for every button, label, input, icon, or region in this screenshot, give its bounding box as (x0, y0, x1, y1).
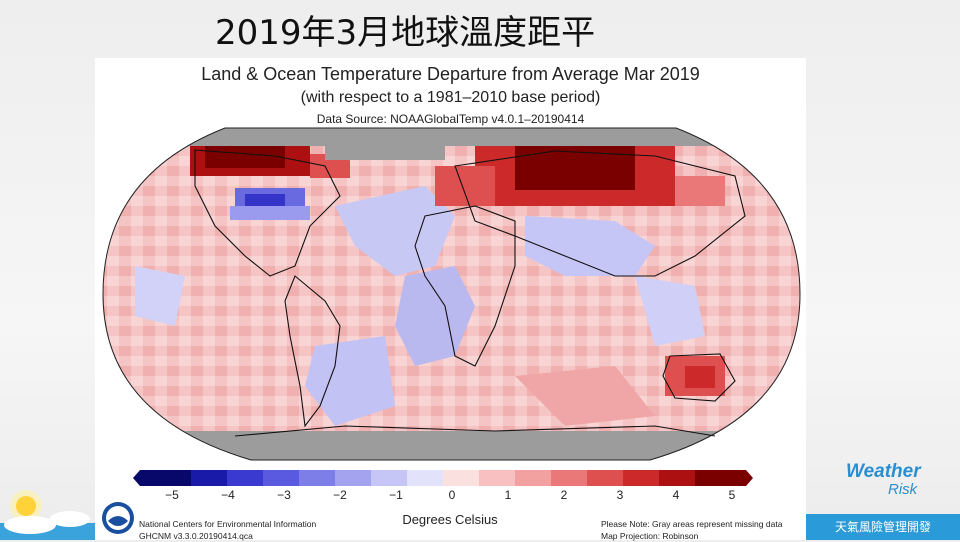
credit-right: Please Note: Gray areas represent missin… (601, 518, 782, 542)
colorbar-cell (587, 470, 624, 486)
colorbar-tick-label: 2 (560, 488, 568, 502)
anomaly-map (102, 127, 801, 461)
brand-bar: 天氣風險管理開發 (806, 514, 960, 540)
coastlines (194, 149, 746, 437)
colorbar-tick-label: 5 (728, 488, 736, 502)
figure-source: Data Source: NOAAGlobalTemp v4.0.1–20190… (316, 112, 585, 126)
colorbar-cell (299, 470, 336, 486)
colorbar-tick-label: −2 (333, 488, 347, 502)
colorbar-tick-label: 4 (672, 488, 680, 502)
colorbar-cell (335, 470, 372, 486)
colorbar-cell (371, 470, 408, 486)
colorbar-cell (515, 470, 552, 486)
anomaly-figure: Land & Ocean Temperature Departure from … (95, 58, 806, 542)
colorbar-tick-label: 3 (616, 488, 624, 502)
brand-logo-word-2: Risk (888, 481, 918, 498)
colorbar-title: Degrees Celsius (402, 512, 498, 527)
credit-right-line-1: Please Note: Gray areas represent missin… (601, 519, 783, 529)
colorbar-tick-label: −4 (221, 488, 235, 502)
cloud-icon (0, 511, 95, 540)
brand-logo-word-1: Weather (846, 461, 921, 482)
colorbar-cell (443, 470, 480, 486)
colorbar (133, 470, 753, 486)
colorbar-cell (191, 470, 228, 486)
colorbar-tick-label: 1 (504, 488, 512, 502)
credit-right-line-2: Map Projection: Robinson (601, 531, 699, 541)
figure-title: Land & Ocean Temperature Departure from … (201, 64, 700, 84)
credit-left-line-1: National Centers for Environmental Infor… (139, 519, 317, 529)
colorbar-tick-label: −3 (277, 488, 291, 502)
brand-tagline: 天氣風險管理開發 (834, 520, 931, 534)
colorbar-cell (623, 470, 660, 486)
colorbar-cell (263, 470, 300, 486)
colorbar-tick-label: −1 (389, 488, 403, 502)
colorbar-cell (479, 470, 516, 486)
colorbar-cell (551, 470, 588, 486)
sun-icon (10, 490, 42, 522)
colorbar-cell (695, 470, 732, 486)
weather-risk-logo: Weather Risk (838, 455, 928, 515)
colorbar-tick-label: −5 (165, 488, 179, 502)
noaa-logo-icon (102, 502, 134, 534)
colorbar-cell (155, 470, 192, 486)
colorbar-cell (407, 470, 444, 486)
credit-left-line-2: GHCNM v3.3.0.20190414.qca (139, 531, 253, 541)
credit-left: National Centers for Environmental Infor… (139, 518, 316, 542)
globe-outline (102, 127, 801, 461)
colorbar-tick-label: 0 (448, 488, 456, 502)
colorbar-cell (227, 470, 264, 486)
figure-subtitle: (with respect to a 1981–2010 base period… (300, 89, 601, 106)
slide-title: 2019年3月地球溫度距平 (215, 13, 596, 53)
colorbar-cell (659, 470, 696, 486)
colorbar-high-arrow (731, 470, 753, 486)
colorbar-low-arrow (133, 470, 155, 486)
